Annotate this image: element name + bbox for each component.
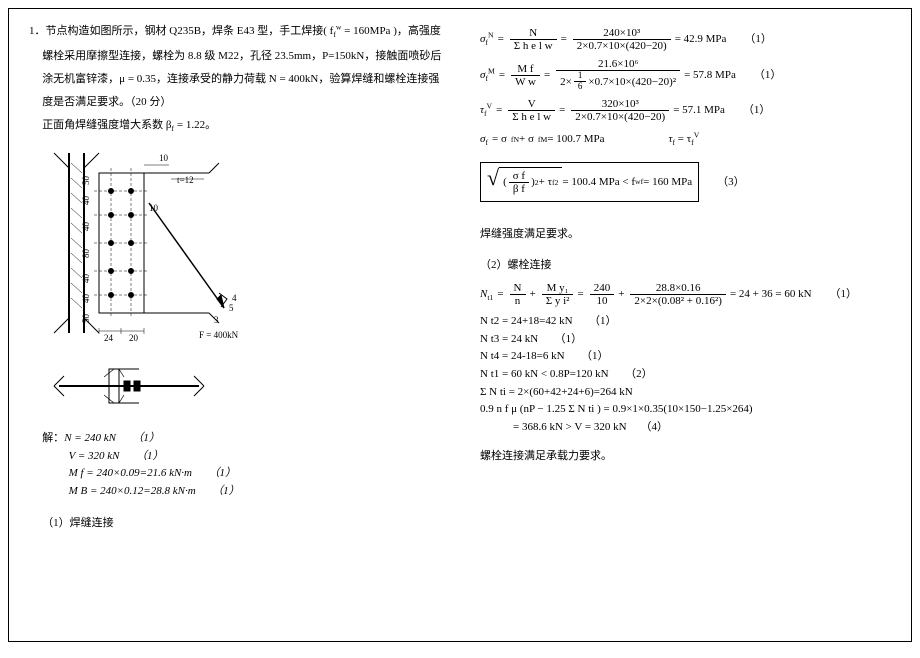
mf-line: M f = 240×0.09=21.6 kN·m （1） xyxy=(42,465,444,483)
connection-diagram: 10 t=12 10 4 5 3 F = 400kN 50 40 40 80 4… xyxy=(49,143,444,351)
n-line: N = 240 kN （1） xyxy=(64,432,160,444)
d40a: 40 xyxy=(81,196,91,206)
dim-t12: t=12 xyxy=(177,175,194,185)
question-line-1: 1．节点构造如图所示，钢材 Q235B，焊条 E43 型，手工焊接( ffw =… xyxy=(29,21,444,42)
mb-line: M B = 240×0.12=28.8 kN·m （1） xyxy=(42,483,444,501)
left-column: 1．节点构造如图所示，钢材 Q235B，焊条 E43 型，手工焊接( ffw =… xyxy=(9,9,460,641)
weld-section-label: （1）焊缝连接 xyxy=(29,513,444,534)
diagram-svg-1: 10 t=12 10 4 5 3 F = 400kN 50 40 40 80 4… xyxy=(49,143,289,343)
question-line-2: 螺栓采用摩擦型连接，螺栓为 8.8 级 M22，孔径 23.5mm，P=150k… xyxy=(29,46,444,67)
eq-sigma-n: σfN = NΣ h e l w = 240×10³2×0.7×10×(420−… xyxy=(480,27,895,52)
question-line-4: 度是否满足要求。（20 分） xyxy=(29,92,444,113)
d40b: 40 xyxy=(81,222,91,232)
sum-nti: Σ N ti = 2×(60+42+24+6)=264 kN xyxy=(480,384,895,402)
eq-sigma-sum: σf = σfN + σfM = 100.7 MPa τf = τfV xyxy=(480,129,895,150)
question-line-3: 涂无机富锌漆，μ = 0.35，连接承受的静力荷载 N = 400kN，验算焊缝… xyxy=(29,69,444,90)
d50b: 50 xyxy=(81,314,91,324)
nt2: N t2 = 24+18=42 kN （1） xyxy=(480,313,895,331)
d24: 24 xyxy=(104,333,114,343)
eq-final-a: 0.9 n f μ (nP − 1.25 Σ N ti ) = 0.9×1×0.… xyxy=(480,401,895,419)
beta-a: 正面角焊缝强度增大系数 β xyxy=(42,119,171,131)
nt1-check: N t1 = 60 kN < 0.8P=120 kN （2） xyxy=(480,366,895,384)
eq-tau-v: τfV = VΣ h e l w = 320×10³2×0.7×10×(420−… xyxy=(480,98,895,123)
solution-block: 解：N = 240 kN （1） V = 320 kN （1） M f = 24… xyxy=(29,430,444,500)
dim-a4: 4 xyxy=(232,293,237,303)
q-number: 1． xyxy=(29,25,46,37)
q-sub: f xyxy=(333,30,336,39)
eq-combined-check: √ (σ fβ f)2 + τf2 = 100.4 MPa < fwf = 16… xyxy=(480,156,895,208)
d40c: 40 xyxy=(81,274,91,284)
q-text-1b: = 160MPa )，高强度 xyxy=(341,25,440,37)
side-view-diagram xyxy=(49,359,444,422)
dim-10-l: 10 xyxy=(149,203,159,213)
nt3: N t3 = 24 kN （1） xyxy=(480,331,895,349)
d80: 80 xyxy=(81,249,91,259)
dim-a3: 3 xyxy=(214,315,219,325)
d50a: 50 xyxy=(81,176,91,186)
eq-nt1: Nt1 = Nn + M y₁Σ y i² = 24010 + 28.8×0.1… xyxy=(480,282,895,307)
dim-a5: 5 xyxy=(229,303,234,313)
d20: 20 xyxy=(129,333,139,343)
sol-label: 解：N = 240 kN （1） xyxy=(42,430,444,448)
exam-page: 1．节点构造如图所示，钢材 Q235B，焊条 E43 型，手工焊接( ffw =… xyxy=(8,8,912,642)
dim-10-top: 10 xyxy=(159,153,169,163)
d40d: 40 xyxy=(81,294,91,304)
v-line: V = 320 kN （1） xyxy=(42,448,444,466)
diagram-svg-2 xyxy=(49,359,209,414)
eq-final-b: = 368.6 kN > V = 320 kN（4） xyxy=(480,419,895,437)
nt4: N t4 = 24-18=6 kN （1） xyxy=(480,348,895,366)
force-label: F = 400kN xyxy=(199,330,239,340)
beta-b: = 1.22。 xyxy=(174,119,216,131)
q-text-1a: 节点构造如图所示，钢材 Q235B，焊条 E43 型，手工焊接( f xyxy=(46,25,334,37)
eq-sigma-m: σfM = M fW w = 21.6×10⁶ 2× 16 ×0.7×10×(4… xyxy=(480,58,895,92)
bolt-ok: 螺栓连接满足承载力要求。 xyxy=(480,446,895,467)
weld-ok: 焊缝强度满足要求。 xyxy=(480,224,895,245)
bolt-section-label: （2）螺栓连接 xyxy=(480,255,895,276)
beta-line: 正面角焊缝强度增大系数 βf = 1.22。 xyxy=(29,115,444,136)
right-column: σfN = NΣ h e l w = 240×10³2×0.7×10×(420−… xyxy=(460,9,911,641)
